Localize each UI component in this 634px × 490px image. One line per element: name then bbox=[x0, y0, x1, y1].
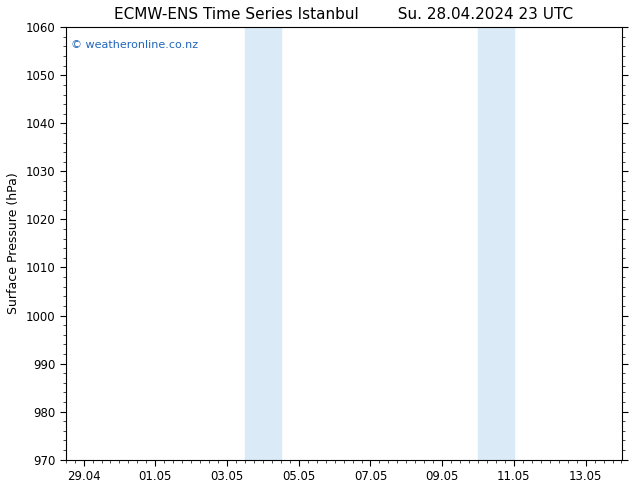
Text: © weatheronline.co.nz: © weatheronline.co.nz bbox=[71, 40, 198, 50]
Bar bbox=[245, 27, 281, 460]
Bar bbox=[478, 27, 514, 460]
Y-axis label: Surface Pressure (hPa): Surface Pressure (hPa) bbox=[7, 172, 20, 314]
Title: ECMW-ENS Time Series Istanbul        Su. 28.04.2024 23 UTC: ECMW-ENS Time Series Istanbul Su. 28.04.… bbox=[114, 7, 573, 22]
